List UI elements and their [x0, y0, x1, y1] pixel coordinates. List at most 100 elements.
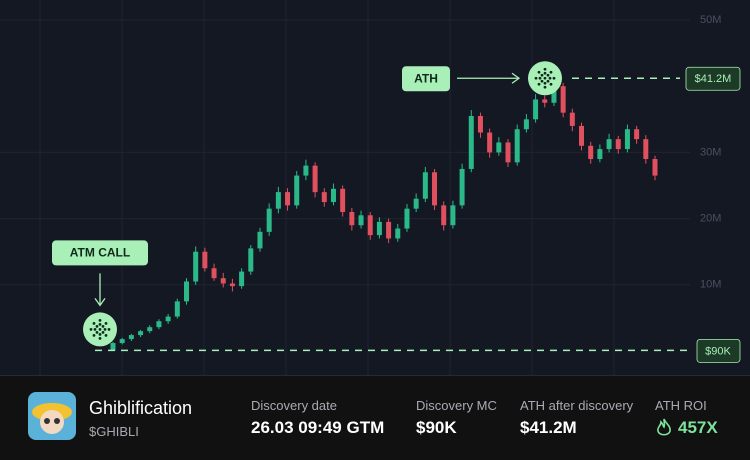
candle-body [560, 86, 566, 113]
marker-dot [101, 325, 105, 328]
candle-body [165, 316, 171, 322]
ath-arrow-head [511, 72, 521, 84]
marker-dot [552, 76, 556, 80]
ath-tag [402, 66, 450, 92]
candle-body [376, 221, 382, 236]
marker-dot [543, 67, 547, 71]
candle-body [542, 99, 548, 103]
y-tick-label: 20M [700, 213, 721, 225]
flame-icon [657, 418, 671, 436]
candle-body [358, 215, 364, 226]
candle-body [248, 248, 254, 272]
candle-body [147, 327, 153, 332]
marker-dot [92, 322, 96, 325]
stat-label: Discovery date [251, 398, 337, 413]
marker-dot [537, 82, 541, 86]
marker-dot [543, 71, 547, 75]
entry-price-box [696, 339, 741, 363]
candle-body [330, 188, 336, 203]
candle-body [275, 192, 281, 209]
y-tick-label: 50M [700, 14, 721, 26]
token-name: Ghiblification [89, 398, 193, 418]
candle-body [404, 208, 410, 229]
entry-price-label: $90K [705, 345, 731, 357]
marker-dot [89, 328, 93, 331]
marker-dot [549, 70, 553, 74]
marker-dot [98, 333, 102, 336]
candle-body [634, 129, 640, 140]
token-ticker: $GHIBLI [89, 424, 139, 439]
token-avatar [28, 392, 76, 440]
candle-body [193, 251, 199, 282]
y-tick-label: 30M [700, 146, 721, 158]
candle-body [505, 142, 511, 163]
candle-body [349, 211, 355, 226]
candle-body [615, 139, 621, 150]
candle-body [239, 271, 245, 287]
candle-body [266, 208, 272, 232]
stat-value: $90K [416, 418, 457, 437]
candle-body [514, 129, 520, 163]
candle-body [496, 142, 502, 153]
ath-tag-label: ATH [414, 71, 438, 85]
stat-value: $41.2M [520, 418, 577, 437]
candle-body [652, 159, 658, 176]
marker-dot [543, 85, 547, 89]
candle-body [413, 198, 419, 209]
candle-body [367, 215, 373, 236]
marker-dot [98, 328, 102, 331]
candle-body [174, 301, 180, 317]
candle-body [128, 335, 134, 340]
marker-dot [538, 76, 542, 80]
stat-label: ATH after discovery [520, 398, 634, 413]
candle-body [202, 251, 208, 269]
marker-dot [104, 322, 108, 325]
marker-dot [104, 334, 108, 337]
candle-body [138, 331, 144, 336]
candle-body [340, 188, 346, 212]
stat-label: ATH ROI [655, 398, 707, 413]
candle-body [624, 129, 630, 150]
candle-body [285, 192, 291, 206]
candle-body [551, 86, 557, 103]
marker-dot [546, 73, 550, 77]
candle-body [119, 339, 125, 344]
candle-body [321, 192, 327, 203]
marker-dot [534, 76, 538, 80]
candle-body [643, 139, 649, 160]
entry-tag-label: ATM CALL [70, 246, 130, 260]
ath-price-label: $41.2M [695, 73, 732, 85]
candle-body [533, 99, 539, 120]
candle-body [294, 175, 300, 206]
marker-dot [107, 328, 111, 331]
y-tick-label: 10M [700, 279, 721, 291]
marker-dot [540, 79, 544, 83]
candle-body [569, 112, 575, 126]
candle-body [459, 168, 465, 206]
ath-price-box [685, 66, 741, 91]
marker-dot [543, 81, 547, 85]
marker-dot [98, 323, 102, 326]
candle-body [487, 132, 493, 153]
candle-body [220, 278, 226, 284]
candle-body [432, 172, 438, 206]
candle-body [183, 281, 189, 302]
marker-dot [98, 337, 102, 340]
entry-tag [52, 240, 148, 266]
marker-dot [548, 76, 552, 80]
entry-arrow-head [94, 298, 106, 307]
candle-body [395, 228, 401, 239]
candle-body [597, 149, 603, 160]
marker-dot [543, 76, 547, 80]
marker-dot [537, 70, 541, 74]
candle-body [156, 321, 162, 328]
stat-label: Discovery MC [416, 398, 497, 413]
stat-value: 26.03 09:49 GTM [251, 418, 385, 437]
marker-dot [95, 325, 99, 328]
marker-dot [93, 328, 97, 331]
info-bar: Ghiblification $GHIBLI Discovery date 26… [0, 375, 750, 460]
marker-dot [540, 73, 544, 77]
candle-body [386, 221, 392, 239]
candle-body [606, 139, 612, 150]
